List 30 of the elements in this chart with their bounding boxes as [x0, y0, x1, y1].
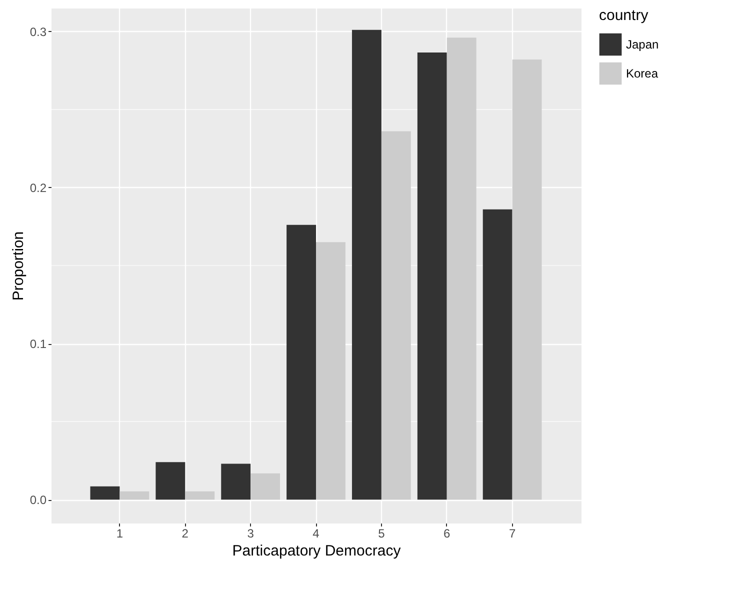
bar — [352, 30, 382, 500]
bar — [446, 38, 476, 500]
x-tick-label: 7 — [508, 526, 516, 540]
bar — [90, 486, 120, 500]
legend-label: Korea — [626, 66, 658, 80]
bar — [316, 242, 346, 500]
y-axis-title: Proportion — [10, 231, 27, 301]
legend-title: country — [599, 7, 649, 24]
x-axis-title: Particapatory Democracy — [232, 542, 402, 560]
bar — [286, 224, 316, 500]
y-tick-label: 0.2 — [30, 180, 47, 195]
x-tick-label: 2 — [182, 526, 189, 540]
x-tick-label: 6 — [444, 526, 451, 540]
x-tick-label: 1 — [116, 526, 124, 540]
bar — [381, 131, 411, 500]
bar — [417, 52, 447, 500]
bar — [120, 491, 150, 500]
y-tick-label: 0.1 — [30, 337, 47, 352]
y-tick-label: 0.0 — [30, 493, 47, 508]
y-tick-label: 0.3 — [30, 24, 47, 39]
x-tick-label: 3 — [247, 526, 254, 540]
x-tick-label: 4 — [312, 526, 320, 540]
x-tick-label: 5 — [378, 526, 386, 540]
bar — [156, 462, 186, 500]
bar — [250, 473, 280, 500]
legend-label: Japan — [626, 38, 659, 52]
bar — [482, 209, 512, 500]
bar — [221, 464, 251, 500]
bar — [512, 60, 542, 500]
bar — [185, 491, 215, 500]
